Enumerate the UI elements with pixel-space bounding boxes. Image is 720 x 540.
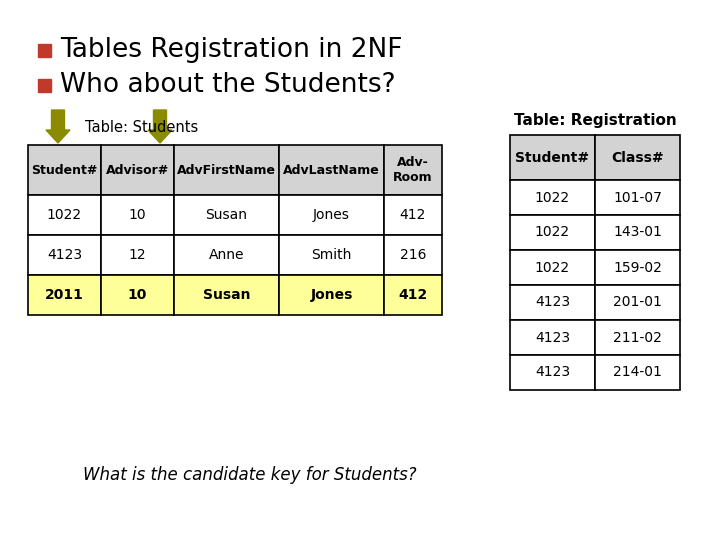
Bar: [595, 320, 680, 355]
Bar: [384, 145, 442, 195]
Text: Advisor#: Advisor#: [106, 164, 169, 177]
Text: 10: 10: [129, 208, 146, 222]
Text: 1022: 1022: [535, 226, 570, 240]
Bar: [28, 145, 101, 195]
Bar: [101, 235, 174, 275]
Bar: [384, 195, 442, 235]
Text: 4123: 4123: [535, 366, 570, 380]
Text: Table: Students: Table: Students: [85, 119, 198, 134]
Bar: [510, 135, 595, 180]
Bar: [28, 235, 101, 275]
Bar: [384, 275, 442, 315]
Text: 2011: 2011: [45, 288, 84, 302]
Bar: [595, 250, 680, 285]
Text: Student#: Student#: [516, 151, 590, 165]
Bar: [279, 235, 384, 275]
Text: 10: 10: [128, 288, 147, 302]
Text: Smith: Smith: [311, 248, 351, 262]
Text: 201-01: 201-01: [613, 295, 662, 309]
Text: Susan: Susan: [205, 208, 248, 222]
Bar: [595, 135, 680, 180]
Bar: [38, 44, 51, 57]
Text: Susan: Susan: [203, 288, 251, 302]
FancyArrow shape: [148, 110, 172, 143]
Text: Tables Registration in 2NF: Tables Registration in 2NF: [60, 37, 402, 63]
Bar: [38, 78, 51, 91]
Text: What is the candidate key for Students?: What is the candidate key for Students?: [84, 466, 417, 484]
FancyArrow shape: [46, 110, 70, 143]
Bar: [279, 275, 384, 315]
Bar: [174, 275, 279, 315]
Text: Class#: Class#: [611, 151, 664, 165]
Bar: [510, 215, 595, 250]
Bar: [510, 250, 595, 285]
Text: 101-07: 101-07: [613, 191, 662, 205]
Bar: [279, 145, 384, 195]
Text: 4123: 4123: [535, 295, 570, 309]
Text: 1022: 1022: [535, 260, 570, 274]
Bar: [510, 355, 595, 390]
Text: 216: 216: [400, 248, 426, 262]
Text: 1022: 1022: [535, 191, 570, 205]
Text: 1022: 1022: [47, 208, 82, 222]
Text: AdvLastName: AdvLastName: [283, 164, 380, 177]
Text: 412: 412: [398, 288, 428, 302]
Bar: [510, 180, 595, 215]
Text: 412: 412: [400, 208, 426, 222]
Bar: [101, 195, 174, 235]
Bar: [510, 320, 595, 355]
Text: 4123: 4123: [535, 330, 570, 345]
Text: 12: 12: [129, 248, 146, 262]
Bar: [595, 215, 680, 250]
Text: Jones: Jones: [310, 288, 353, 302]
Text: Table: Registration: Table: Registration: [513, 112, 676, 127]
Bar: [279, 195, 384, 235]
Bar: [595, 180, 680, 215]
Text: 211-02: 211-02: [613, 330, 662, 345]
Bar: [595, 355, 680, 390]
Text: 4123: 4123: [47, 248, 82, 262]
Text: Student#: Student#: [31, 164, 98, 177]
Bar: [101, 145, 174, 195]
Text: 214-01: 214-01: [613, 366, 662, 380]
Text: Adv-
Room: Adv- Room: [393, 156, 433, 184]
Text: Who about the Students?: Who about the Students?: [60, 72, 395, 98]
Text: Jones: Jones: [313, 208, 350, 222]
Bar: [510, 285, 595, 320]
Text: 159-02: 159-02: [613, 260, 662, 274]
Bar: [28, 195, 101, 235]
Bar: [28, 275, 101, 315]
Bar: [174, 145, 279, 195]
Text: AdvFirstName: AdvFirstName: [177, 164, 276, 177]
Bar: [384, 235, 442, 275]
Text: 143-01: 143-01: [613, 226, 662, 240]
Text: Anne: Anne: [209, 248, 244, 262]
Bar: [595, 285, 680, 320]
Bar: [101, 275, 174, 315]
Bar: [174, 235, 279, 275]
Bar: [174, 195, 279, 235]
